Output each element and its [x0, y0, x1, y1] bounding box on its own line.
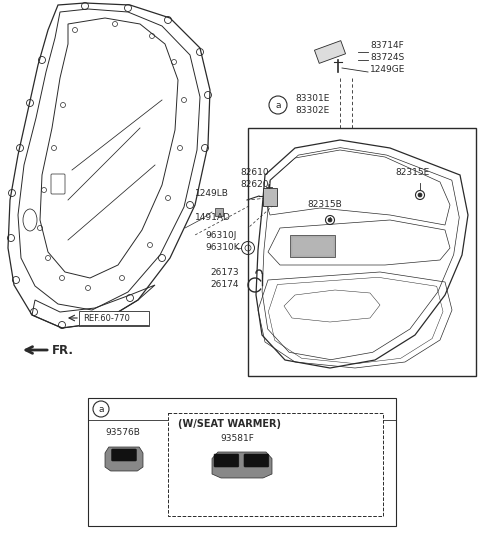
Circle shape: [328, 218, 332, 222]
Text: 82315E: 82315E: [395, 168, 429, 177]
Circle shape: [93, 401, 109, 417]
Text: FR.: FR.: [52, 344, 74, 357]
FancyBboxPatch shape: [79, 311, 149, 326]
Bar: [263, 188, 277, 206]
Bar: [248, 128, 476, 376]
Text: (W/SEAT WARMER): (W/SEAT WARMER): [178, 419, 281, 429]
Bar: [290, 235, 335, 257]
FancyBboxPatch shape: [111, 449, 136, 461]
Text: 83714F: 83714F: [370, 41, 404, 50]
Bar: [168, 413, 383, 516]
Text: 1249GE: 1249GE: [370, 65, 406, 74]
Text: 96310J: 96310J: [205, 231, 236, 240]
Circle shape: [269, 96, 287, 114]
Text: a: a: [275, 101, 281, 111]
Text: 82620: 82620: [240, 180, 268, 189]
Polygon shape: [212, 452, 272, 478]
Polygon shape: [105, 447, 143, 471]
Text: 93581F: 93581F: [220, 434, 254, 443]
Text: 83302E: 83302E: [295, 106, 329, 115]
Text: a: a: [98, 405, 104, 415]
Text: 1249LB: 1249LB: [195, 189, 229, 198]
Text: 26174: 26174: [210, 280, 239, 289]
Polygon shape: [314, 41, 346, 63]
Text: 83724S: 83724S: [370, 53, 404, 62]
Text: 82315B: 82315B: [307, 200, 342, 209]
Circle shape: [418, 193, 422, 197]
Bar: [215, 208, 223, 216]
Text: 93576B: 93576B: [105, 428, 140, 437]
FancyBboxPatch shape: [244, 454, 269, 467]
Text: 83301E: 83301E: [295, 94, 329, 103]
Text: 1491AD: 1491AD: [195, 213, 231, 222]
Text: 82610: 82610: [240, 168, 269, 177]
FancyBboxPatch shape: [214, 454, 239, 467]
Text: REF.60-770: REF.60-770: [83, 314, 130, 323]
Text: 26173: 26173: [210, 268, 239, 277]
Text: 96310K: 96310K: [205, 243, 240, 252]
Bar: [88, 398, 396, 526]
